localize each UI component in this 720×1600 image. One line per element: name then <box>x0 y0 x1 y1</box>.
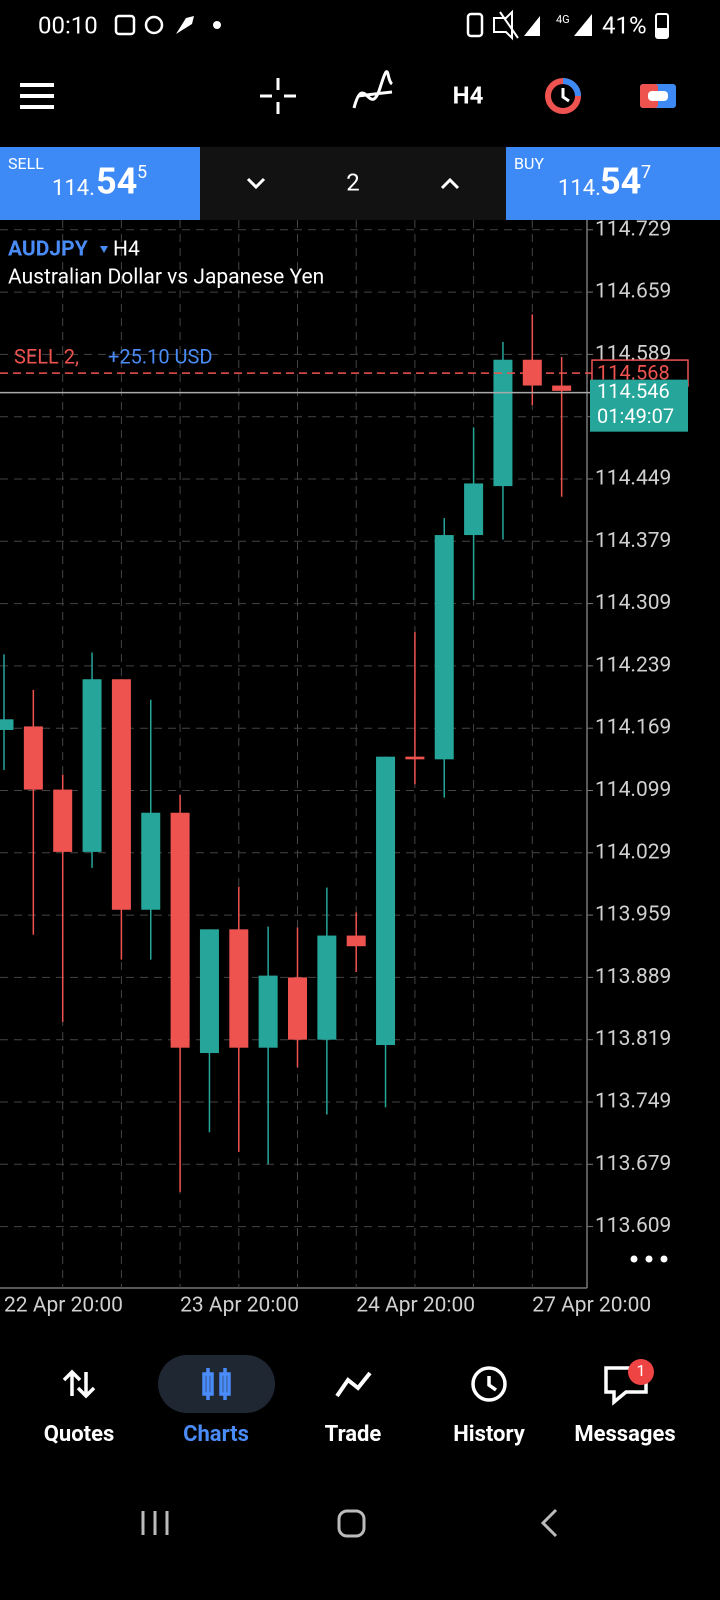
buy-price-big: 54 <box>600 161 641 203</box>
buy-price-sup: 7 <box>641 162 651 183</box>
nav-label[interactable]: Messages <box>574 1422 675 1447</box>
y-tick-label: 114.659 <box>595 280 671 304</box>
sell-price-big: 54 <box>96 161 137 203</box>
symbol-dropdown[interactable] <box>100 246 108 253</box>
badge-count: 1 <box>637 1361 646 1380</box>
candle-body <box>317 935 337 1040</box>
trade-button[interactable] <box>640 84 676 108</box>
y-tick-label: 113.749 <box>595 1090 671 1114</box>
candle-body <box>405 756 425 760</box>
y-tick-label: 114.099 <box>595 778 671 802</box>
candle-body <box>346 935 366 947</box>
y-tick-label: 114.169 <box>595 716 671 740</box>
y-tick-label: 113.889 <box>595 965 671 989</box>
bid-countdown: 01:49:07 <box>597 404 674 428</box>
candle-body <box>111 679 131 910</box>
buy-label: BUY <box>514 154 544 173</box>
system-nav[interactable] <box>141 1508 558 1538</box>
y-tick-label: 113.679 <box>595 1152 671 1176</box>
candle-body <box>199 929 219 1054</box>
y-tick-label: 113.819 <box>595 1027 671 1051</box>
candle-body <box>522 359 542 386</box>
candle-body <box>0 719 14 730</box>
symbol[interactable]: AUDJPY <box>8 238 88 262</box>
candle-body <box>141 812 161 910</box>
more-button[interactable] <box>630 1255 668 1263</box>
volume-down[interactable] <box>246 177 266 190</box>
candle-body <box>170 812 190 1048</box>
position-profit: +25.10 USD <box>108 344 213 368</box>
x-tick-label: 23 Apr 20:00 <box>180 1294 299 1318</box>
candle-body <box>376 756 396 1046</box>
indicators-button[interactable] <box>352 70 394 109</box>
y-tick-label: 114.449 <box>595 467 671 491</box>
candles <box>0 314 572 1192</box>
timeframe-button[interactable]: H4 <box>453 81 484 109</box>
candle-body <box>552 385 572 391</box>
clock: 00:10 <box>38 11 98 39</box>
position-label: SELL 2, <box>14 344 79 368</box>
badge <box>628 1359 654 1385</box>
y-tick-label: 114.379 <box>595 529 671 553</box>
menu-button[interactable] <box>20 83 54 109</box>
battery-level: 41% <box>602 11 647 39</box>
x-tick-label: 27 Apr 20:00 <box>532 1294 651 1318</box>
x-tick-label: 22 Apr 20:00 <box>4 1294 123 1318</box>
symbol-description: Australian Dollar vs Japanese Yen <box>8 266 324 290</box>
candle-body <box>53 789 73 852</box>
bid-price: 114.546 <box>597 379 670 403</box>
y-tick-label: 113.959 <box>595 903 671 927</box>
chart-timeframe: H4 <box>113 238 140 262</box>
y-tick-label: 113.609 <box>595 1214 671 1238</box>
buy-button[interactable] <box>506 147 720 220</box>
status-icons: 4G <box>114 9 669 41</box>
y-tick-label: 114.029 <box>595 840 671 864</box>
y-tick-label: 114.729 <box>595 217 671 241</box>
volume[interactable]: 2 <box>346 168 360 196</box>
candle-body <box>288 977 307 1040</box>
nav-label[interactable]: Charts <box>183 1422 249 1447</box>
y-tick-label: 114.309 <box>595 591 671 615</box>
bid-price-box <box>590 379 688 432</box>
sell-price-sup: 5 <box>137 162 147 183</box>
nav-icons <box>62 1366 648 1406</box>
candle-body <box>493 359 513 487</box>
x-tick-label: 24 Apr 20:00 <box>356 1294 475 1318</box>
candle-body <box>464 483 484 536</box>
candle-body <box>229 929 249 1048</box>
sell-price-head: 114. <box>52 176 95 201</box>
active-tab-pill <box>158 1355 275 1413</box>
sell-button[interactable] <box>0 147 200 220</box>
candle-body <box>434 535 454 760</box>
buy-price-head: 114. <box>558 176 601 201</box>
crosshair-button[interactable] <box>260 78 296 114</box>
volume-up[interactable] <box>440 177 460 190</box>
sell-label: SELL <box>8 154 44 173</box>
nav-label[interactable]: History <box>453 1422 525 1447</box>
network-4g: 4G <box>556 13 570 26</box>
nav-bar: Quotes Charts Trade History Messages <box>44 1422 676 1447</box>
nav-label[interactable]: Quotes <box>44 1422 115 1447</box>
objects-button[interactable] <box>545 78 581 114</box>
nav-label[interactable]: Trade <box>325 1422 382 1447</box>
candle-body <box>258 975 278 1048</box>
candle-body <box>82 679 102 852</box>
candle-body <box>23 726 43 790</box>
y-tick-label: 114.239 <box>595 653 671 677</box>
